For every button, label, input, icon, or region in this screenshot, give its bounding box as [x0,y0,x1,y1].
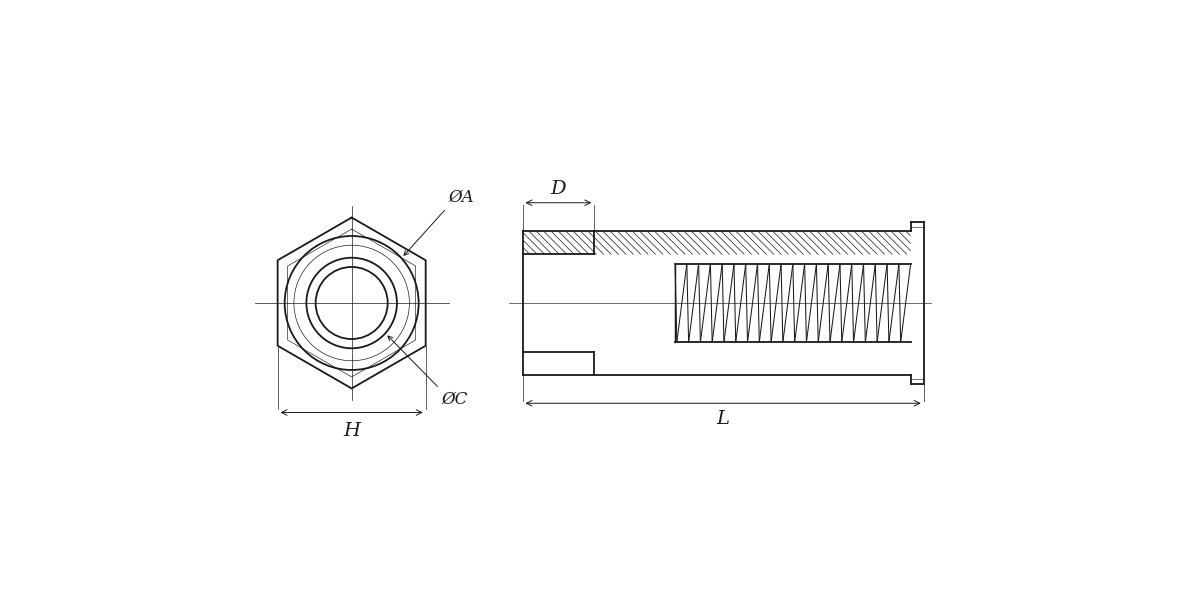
Text: L: L [716,410,730,428]
Text: ØA: ØA [449,189,474,206]
Text: ØC: ØC [442,391,468,408]
Text: H: H [343,422,360,440]
Text: D: D [551,180,566,198]
